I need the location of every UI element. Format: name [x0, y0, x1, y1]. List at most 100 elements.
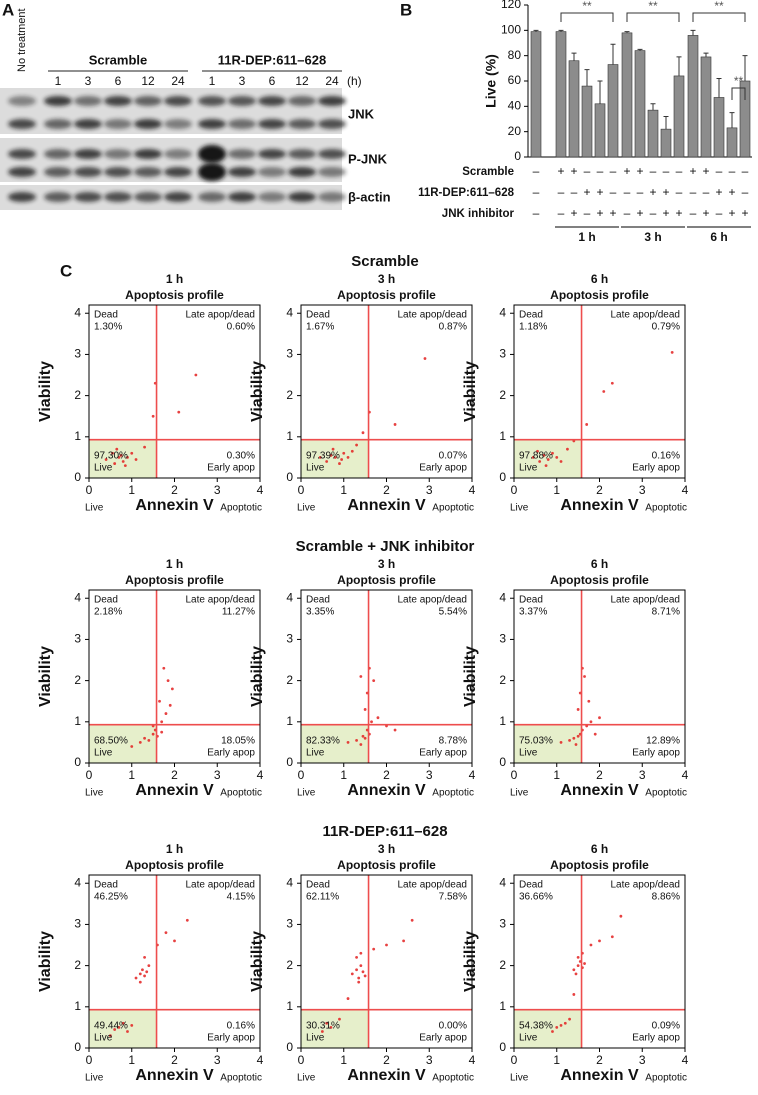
event-point [134, 458, 138, 461]
bar [726, 127, 738, 158]
quadrant-name: Late apop/dead [397, 310, 467, 321]
quadrant-value: 0.09% [652, 1021, 680, 1032]
quadrant-value: 97.39% [306, 451, 340, 462]
y-axis-label: Viability [462, 931, 479, 992]
event-point [542, 453, 546, 457]
significance-label: ** [648, 0, 658, 13]
quadrant-value: 68.50% [94, 736, 128, 747]
event-point [130, 745, 134, 748]
event-point [568, 738, 571, 742]
condition-sign: – [742, 185, 749, 199]
quadrant-value: 62.11% [306, 892, 339, 903]
error-bar [584, 69, 590, 87]
y-tick-label: 2 [286, 388, 293, 402]
event-point [350, 972, 354, 976]
bar [621, 32, 633, 158]
event-point [113, 1028, 117, 1031]
x-end-label: Live [85, 788, 104, 799]
x-tick-label: 2 [383, 768, 390, 782]
x-tick-label: 4 [469, 1053, 476, 1067]
quadrant-value: 97.30% [94, 451, 128, 462]
y-axis-label: Viability [37, 646, 54, 707]
quadrant-name: Late apop/dead [610, 880, 680, 891]
y-tick-label: 2 [286, 673, 293, 687]
x-tick-label: 3 [214, 483, 221, 497]
quadrant-value: 75.03% [519, 736, 553, 747]
blot-band [164, 167, 192, 177]
error-bar [690, 29, 696, 36]
quadrant-name: Early apop [632, 463, 680, 474]
event-point [546, 458, 550, 461]
quadrant-value: 1.18% [519, 322, 547, 333]
x-tick-label: 1 [340, 1053, 347, 1067]
event-point [393, 423, 397, 426]
quadrant-value: 97.88% [519, 451, 553, 462]
event-point [194, 373, 198, 377]
y-tick-label: 3 [499, 632, 506, 646]
quadrant-name: Live [306, 1033, 325, 1044]
blot-band [228, 96, 256, 106]
event-point [160, 720, 164, 724]
blot-band [318, 119, 346, 129]
event-point [559, 741, 563, 744]
blot-band [104, 167, 132, 177]
quadrant-value: 1.30% [94, 322, 122, 333]
event-point [357, 976, 361, 980]
y-tick-label: 3 [74, 917, 81, 931]
bar [568, 60, 580, 158]
y-tick-label: 2 [74, 673, 81, 687]
event-point [331, 447, 335, 451]
event-point [126, 456, 129, 459]
condition-sign: + [570, 206, 577, 220]
x-axis-label: Annexin V [560, 1067, 639, 1084]
quadrant-value: 5.54% [439, 607, 467, 618]
bar [581, 85, 593, 158]
x-tick-label: 2 [171, 483, 178, 497]
event-point [350, 449, 354, 453]
quadrant-name: Dead [94, 595, 118, 606]
event-point [393, 728, 397, 732]
event-point [568, 1017, 571, 1021]
plot-subtitle: Apoptosis profile [550, 573, 649, 587]
blot-band [228, 119, 256, 129]
quadrant-name: Early apop [207, 1033, 255, 1044]
y-tick-label: 0 [499, 1040, 506, 1054]
condition-label: 11R-DEP:611–628 [418, 187, 515, 199]
x-end-label: Live [297, 788, 316, 799]
event-point [338, 1017, 341, 1021]
bar [594, 103, 606, 158]
plot-subtitle: Apoptosis profile [125, 288, 224, 302]
blot-band [104, 96, 132, 106]
condition-sign: – [650, 206, 657, 220]
condition-sign: – [637, 185, 644, 199]
y-axis-label: Live (%) [483, 54, 499, 108]
quadrant-name: Live [519, 1033, 538, 1044]
x-end-label: Live [85, 503, 104, 514]
condition-sign: + [702, 164, 709, 178]
y-tick-label: 3 [499, 347, 506, 361]
row-title: Scramble [351, 253, 419, 270]
x-tick-label: 1 [553, 1053, 560, 1067]
band-label: β-actin [348, 189, 391, 204]
error-bar [650, 103, 656, 111]
x-axis-label: Annexin V [135, 497, 214, 514]
event-point [117, 456, 121, 459]
treatment-label: Scramble [89, 52, 148, 67]
live-gate [89, 724, 157, 763]
y-tick-label: 0 [514, 149, 521, 163]
row-title: Scramble + JNK inhibitor [296, 538, 475, 555]
y-axis-label: Viability [462, 646, 479, 707]
blot-band [74, 119, 102, 129]
event-point [355, 738, 358, 742]
band-label: P-JNK [348, 151, 388, 166]
event-point [572, 736, 576, 740]
x-tick-label: 0 [86, 483, 93, 497]
blot-band [134, 149, 162, 159]
event-point [587, 699, 591, 703]
condition-sign: + [583, 185, 590, 199]
y-tick-label: 3 [499, 917, 506, 931]
error-bar [729, 112, 735, 128]
blot-band [44, 167, 72, 177]
x-end-label: Live [297, 1073, 316, 1084]
